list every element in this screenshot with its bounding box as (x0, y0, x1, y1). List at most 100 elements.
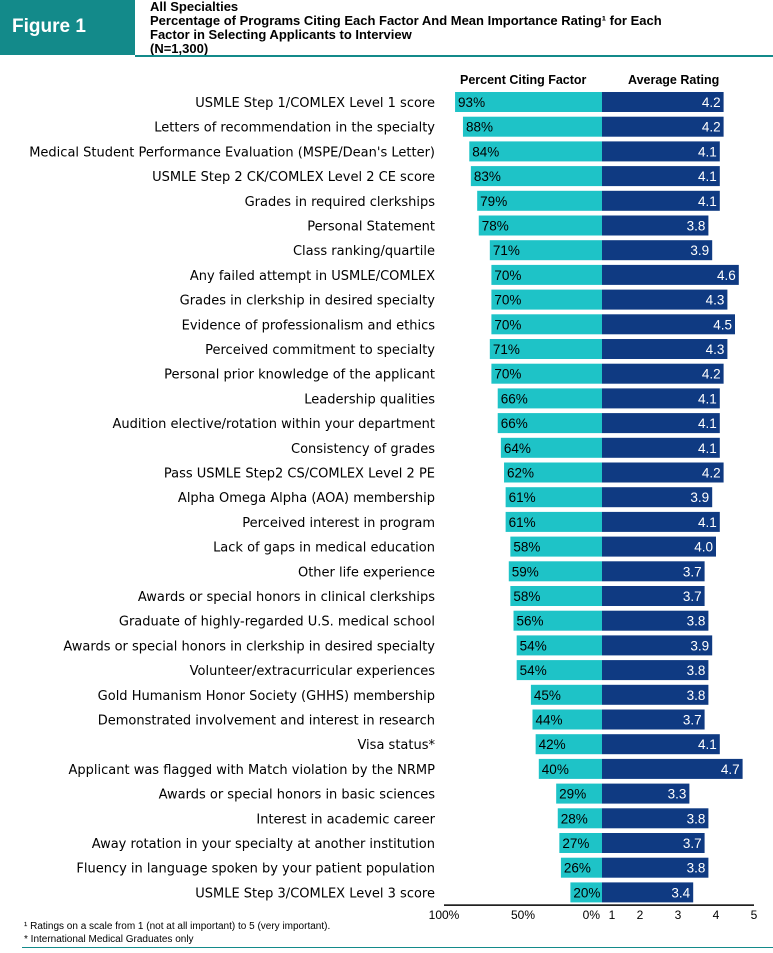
rating-data-label: 3.8 (687, 688, 706, 703)
rating-data-label: 4.1 (698, 515, 717, 530)
percent-bar (516, 635, 602, 656)
rating-data-label: 4.1 (698, 416, 717, 431)
percent-bar (557, 808, 602, 829)
header-line-3: Factor in Selecting Applicants to Interv… (150, 27, 412, 42)
percent-bar (559, 833, 602, 853)
rating-bar (602, 116, 724, 137)
percent-data-label: 64% (504, 441, 531, 456)
percent-bar (500, 437, 602, 458)
category-label: Pass USMLE Step2 CS/COMLEX Level 2 PE (164, 467, 435, 482)
rating-data-label: 4.2 (702, 367, 721, 382)
rating-data-label: 3.8 (687, 811, 706, 826)
rating-data-label: 4.1 (698, 194, 717, 209)
rating-data-label: 3.9 (690, 243, 709, 258)
rating-bar (602, 709, 705, 730)
percent-data-label: 93% (458, 95, 485, 110)
category-label: Perceived commitment to specialty (205, 343, 435, 358)
percent-bar (491, 289, 602, 310)
category-label: Applicant was flagged with Match violati… (69, 763, 436, 778)
percent-bar (497, 413, 602, 434)
figure-label: Figure 1 (12, 16, 86, 37)
rating-data-label: 4.3 (706, 342, 725, 357)
percent-axis-tick-label: 50% (511, 908, 535, 922)
category-label: Awards or special honors in clinical cle… (138, 590, 435, 605)
rating-bar (602, 363, 724, 384)
percent-bar (510, 586, 602, 606)
category-label: Gold Humanism Honor Society (GHHS) membe… (98, 689, 435, 704)
percent-data-label: 79% (480, 194, 507, 209)
percent-data-label: 66% (501, 416, 528, 431)
percent-axis-tick-label: 100% (429, 908, 460, 922)
category-label: Evidence of professionalism and ethics (182, 318, 436, 333)
rating-data-label: 3.7 (683, 713, 702, 728)
percent-series-header: Percent Citing Factor (460, 73, 587, 87)
rating-axis-tick-label: 1 (609, 908, 616, 922)
rating-data-label: 4.0 (694, 540, 713, 555)
rating-axis-tick-label: 2 (637, 908, 644, 922)
category-label: Lack of gaps in medical education (213, 541, 435, 556)
footnote-rating-scale: ¹ Ratings on a scale from 1 (not at all … (24, 921, 331, 932)
percent-data-label: 26% (564, 861, 591, 876)
rating-bar (602, 462, 724, 483)
rating-bar (602, 758, 743, 779)
percent-bar (489, 339, 602, 359)
percent-data-label: 56% (517, 614, 544, 629)
percent-data-label: 59% (512, 564, 539, 579)
rating-bar (602, 413, 720, 434)
rating-bar (602, 610, 709, 631)
percent-data-label: 66% (501, 391, 528, 406)
percent-data-label: 54% (520, 638, 547, 653)
percent-bar (530, 684, 602, 705)
rating-data-label: 4.7 (721, 762, 740, 777)
percent-data-label: 61% (509, 515, 536, 530)
header-line-4: (N=1,300) (150, 41, 209, 56)
rating-bar (602, 882, 694, 903)
rating-bar (602, 190, 720, 211)
rating-bar (602, 314, 735, 335)
category-label: Letters of recommendation in the special… (154, 121, 435, 136)
rating-axis-tick-label: 3 (675, 908, 682, 922)
rating-data-label: 3.3 (668, 787, 687, 802)
rating-bar (602, 487, 713, 508)
rating-data-label: 4.1 (698, 441, 717, 456)
category-label: Class ranking/quartile (293, 244, 435, 259)
percent-data-label: 29% (559, 787, 586, 802)
rating-bar (602, 388, 720, 409)
rating-bar (602, 166, 720, 187)
category-label: Perceived interest in program (242, 516, 435, 531)
category-label: USMLE Step 3/COMLEX Level 3 score (195, 886, 435, 901)
percent-data-label: 78% (482, 219, 509, 234)
percent-data-label: 71% (493, 342, 520, 357)
percent-data-label: 45% (534, 688, 561, 703)
rating-bar (602, 660, 709, 681)
category-label: Graduate of highly-regarded U.S. medical… (119, 615, 435, 630)
category-label: Grades in required clerkships (245, 195, 436, 210)
category-label: Visa status* (357, 738, 435, 753)
percent-bar (491, 314, 602, 335)
percent-bar (535, 734, 602, 755)
category-label: Interest in academic career (256, 812, 435, 827)
percent-bar (570, 882, 602, 903)
rating-bar (602, 240, 713, 261)
percent-bar (455, 92, 602, 112)
category-label: Personal prior knowledge of the applican… (164, 368, 435, 383)
rating-bar (602, 734, 720, 755)
rating-data-label: 3.8 (687, 663, 706, 678)
percent-bar (478, 215, 602, 236)
percent-data-label: 61% (509, 490, 536, 505)
rating-bar (602, 437, 720, 458)
rating-bar (602, 561, 705, 582)
percent-data-label: 42% (539, 737, 566, 752)
rating-data-label: 4.2 (702, 466, 721, 481)
category-label: Other life experience (298, 565, 435, 580)
rating-bar (602, 215, 709, 236)
percent-bar (469, 141, 602, 162)
rating-data-label: 3.9 (690, 490, 709, 505)
rating-data-label: 3.9 (690, 638, 709, 653)
percent-data-label: 54% (520, 663, 547, 678)
rating-data-label: 3.4 (671, 885, 690, 900)
category-label: USMLE Step 2 CK/COMLEX Level 2 CE score (152, 170, 435, 185)
rating-bar (602, 586, 705, 606)
rating-bar (602, 511, 720, 532)
rating-data-label: 4.1 (698, 169, 717, 184)
